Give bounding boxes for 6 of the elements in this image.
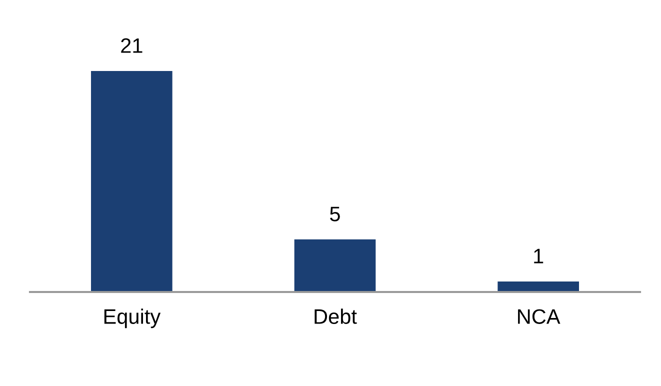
x-tick-label: Debt xyxy=(314,308,357,324)
x-tick-label: Equity xyxy=(104,308,161,328)
data-label: 21 xyxy=(121,38,142,53)
data-label: 5 xyxy=(330,206,340,222)
data-label: 1 xyxy=(534,248,544,264)
x-tick-label: NCA xyxy=(518,309,560,324)
